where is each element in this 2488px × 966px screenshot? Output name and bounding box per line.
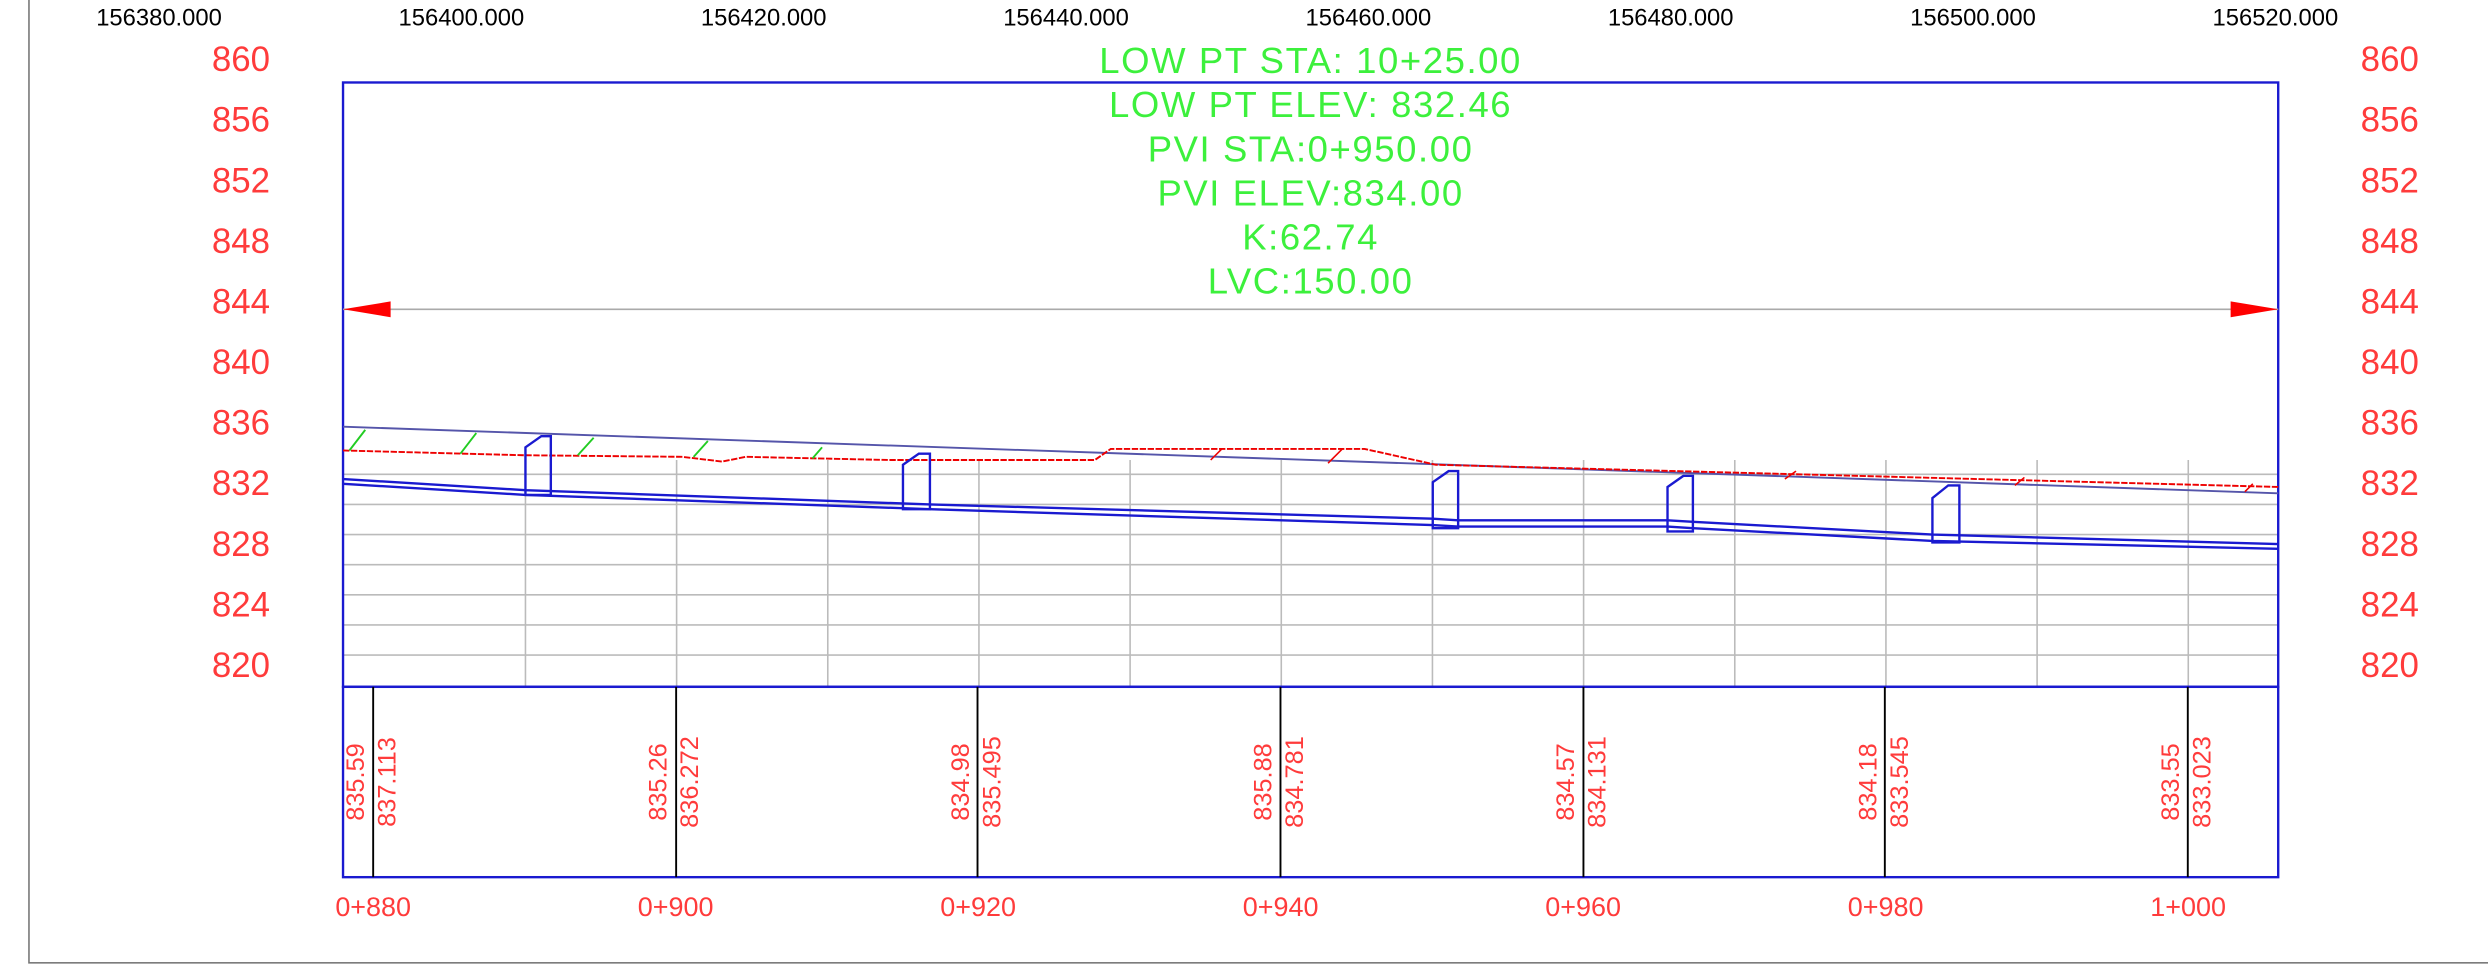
frame xyxy=(28,0,2488,964)
band-label: 836.272 xyxy=(676,736,704,828)
station-label: 0+960 xyxy=(1545,892,1621,922)
existing-ground xyxy=(343,447,2279,488)
elevation-label: 860 xyxy=(212,40,270,79)
elevation-label: 852 xyxy=(212,161,270,200)
arrow xyxy=(343,301,391,318)
elevation-label: 840 xyxy=(2361,343,2419,382)
band-label: 833.545 xyxy=(1886,736,1914,828)
station-label: 0+940 xyxy=(1243,892,1319,922)
hatch xyxy=(348,429,823,460)
band-label: 835.59 xyxy=(342,743,370,821)
elevation-label: 828 xyxy=(2361,525,2419,564)
elevation-label: 824 xyxy=(2361,585,2419,624)
station-label: 0+880 xyxy=(335,892,411,922)
band-label: 837.113 xyxy=(374,737,402,827)
annotation: LOW PT STA: 10+25.00 xyxy=(1099,40,1522,81)
elevation-label: 828 xyxy=(212,525,270,564)
annotation: PVI ELEV:834.00 xyxy=(1157,172,1463,213)
elevation-label: 856 xyxy=(2361,101,2419,140)
band-label: 835.495 xyxy=(979,736,1007,828)
band-label: 833.023 xyxy=(2189,736,2217,828)
elevation-label: 820 xyxy=(212,646,270,685)
elevation-label: 832 xyxy=(212,464,270,503)
station-label: 0+980 xyxy=(1848,892,1924,922)
elevation-label: 836 xyxy=(212,404,270,443)
band-label: 835.26 xyxy=(645,743,673,821)
elevation-label: 848 xyxy=(212,222,270,261)
elevation-label: 836 xyxy=(2361,404,2419,443)
pipe xyxy=(342,435,2279,551)
station-label: 1+000 xyxy=(2150,892,2226,922)
annotation: PVI STA:0+950.00 xyxy=(1148,128,1474,169)
hatch xyxy=(1210,448,2254,493)
design-grade xyxy=(343,425,2279,495)
arrow xyxy=(2230,301,2279,318)
elevation-label: 832 xyxy=(2361,464,2419,503)
band-label: 835.88 xyxy=(1249,743,1277,821)
top-axis-label: 156380.000 xyxy=(96,4,222,31)
band-label: 833.55 xyxy=(2157,743,2185,821)
station-lines xyxy=(372,686,2189,878)
elevation-label: 840 xyxy=(212,343,270,382)
band-label: 834.18 xyxy=(1854,743,1882,821)
elevation-label: 856 xyxy=(212,101,270,140)
annotation: LVC:150.00 xyxy=(1208,261,1414,302)
band-label: 834.131 xyxy=(1584,736,1612,828)
elevation-label: 824 xyxy=(212,585,270,624)
top-axis-label: 156460.000 xyxy=(1306,4,1432,31)
elevation-label: 848 xyxy=(2361,222,2419,261)
station-label: 0+920 xyxy=(940,892,1016,922)
annotation: LOW PT ELEV: 832.46 xyxy=(1109,84,1512,125)
elevation-label: 852 xyxy=(2361,161,2419,200)
top-axis-label: 156480.000 xyxy=(1608,4,1734,31)
top-axis-label: 156500.000 xyxy=(1910,4,2036,31)
station-label: 0+900 xyxy=(638,892,714,922)
elevation-label: 820 xyxy=(2361,646,2419,685)
elevation-label: 844 xyxy=(212,282,270,321)
elevation-label: 860 xyxy=(2361,40,2419,79)
top-axis-label: 156520.000 xyxy=(2213,4,2339,31)
band-label: 834.781 xyxy=(1281,736,1309,828)
top-axis-label: 156440.000 xyxy=(1003,4,1129,31)
top-axis-label: 156400.000 xyxy=(399,4,525,31)
band-label: 834.98 xyxy=(947,743,975,821)
top-axis-label: 156420.000 xyxy=(701,4,827,31)
band-box xyxy=(341,685,2280,879)
annotation: K:62.74 xyxy=(1242,216,1379,257)
elevation-label: 844 xyxy=(2361,282,2419,321)
band-label: 834.57 xyxy=(1552,743,1580,821)
